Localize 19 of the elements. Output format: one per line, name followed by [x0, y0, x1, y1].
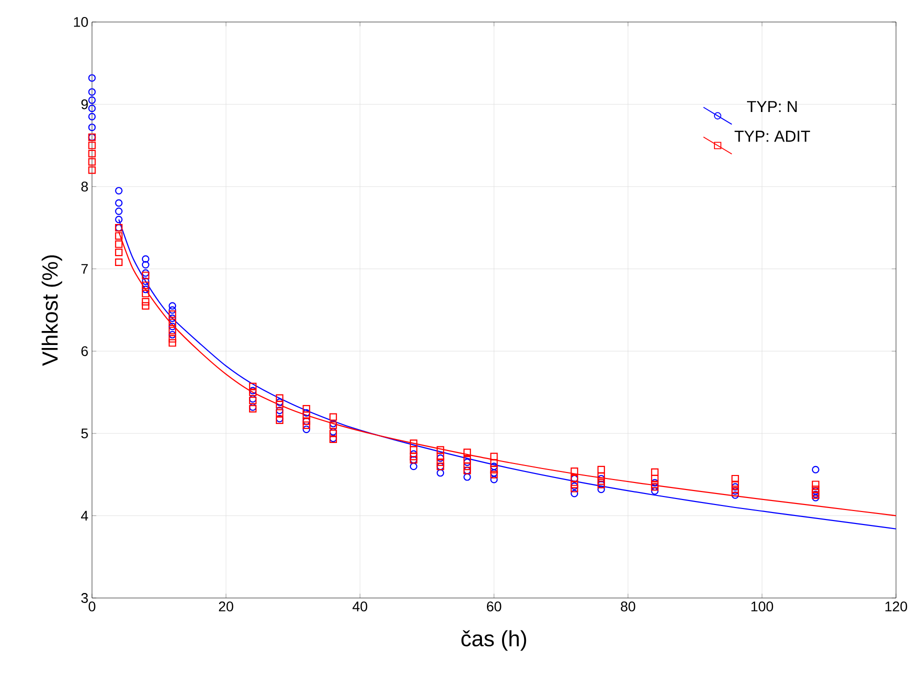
y-tick-label: 4 [81, 510, 88, 521]
x-tick-label: 0 [88, 602, 96, 612]
y-tick-label: 3 [81, 593, 88, 603]
x-tick-label: 60 [486, 602, 502, 612]
x-tick-label: 40 [352, 602, 368, 612]
y-axis-title: Vlhkost (%) [42, 255, 62, 366]
x-tick-label: 20 [218, 602, 234, 612]
x-tick-label: 120 [885, 602, 908, 612]
legend-label: TYP: ADIT [734, 130, 810, 142]
legend-label: TYP: N [747, 101, 797, 112]
x-tick-label: 80 [620, 602, 636, 612]
y-tick-label: 7 [81, 264, 88, 274]
x-axis-title: čas (h) [461, 630, 526, 651]
y-tick-label: 10 [74, 17, 88, 27]
y-tick-label: 6 [81, 346, 88, 356]
x-tick-label: 100 [751, 602, 774, 612]
y-tick-label: 8 [81, 182, 88, 192]
y-tick-label: 5 [81, 428, 88, 438]
y-tick-label: 9 [81, 99, 88, 110]
